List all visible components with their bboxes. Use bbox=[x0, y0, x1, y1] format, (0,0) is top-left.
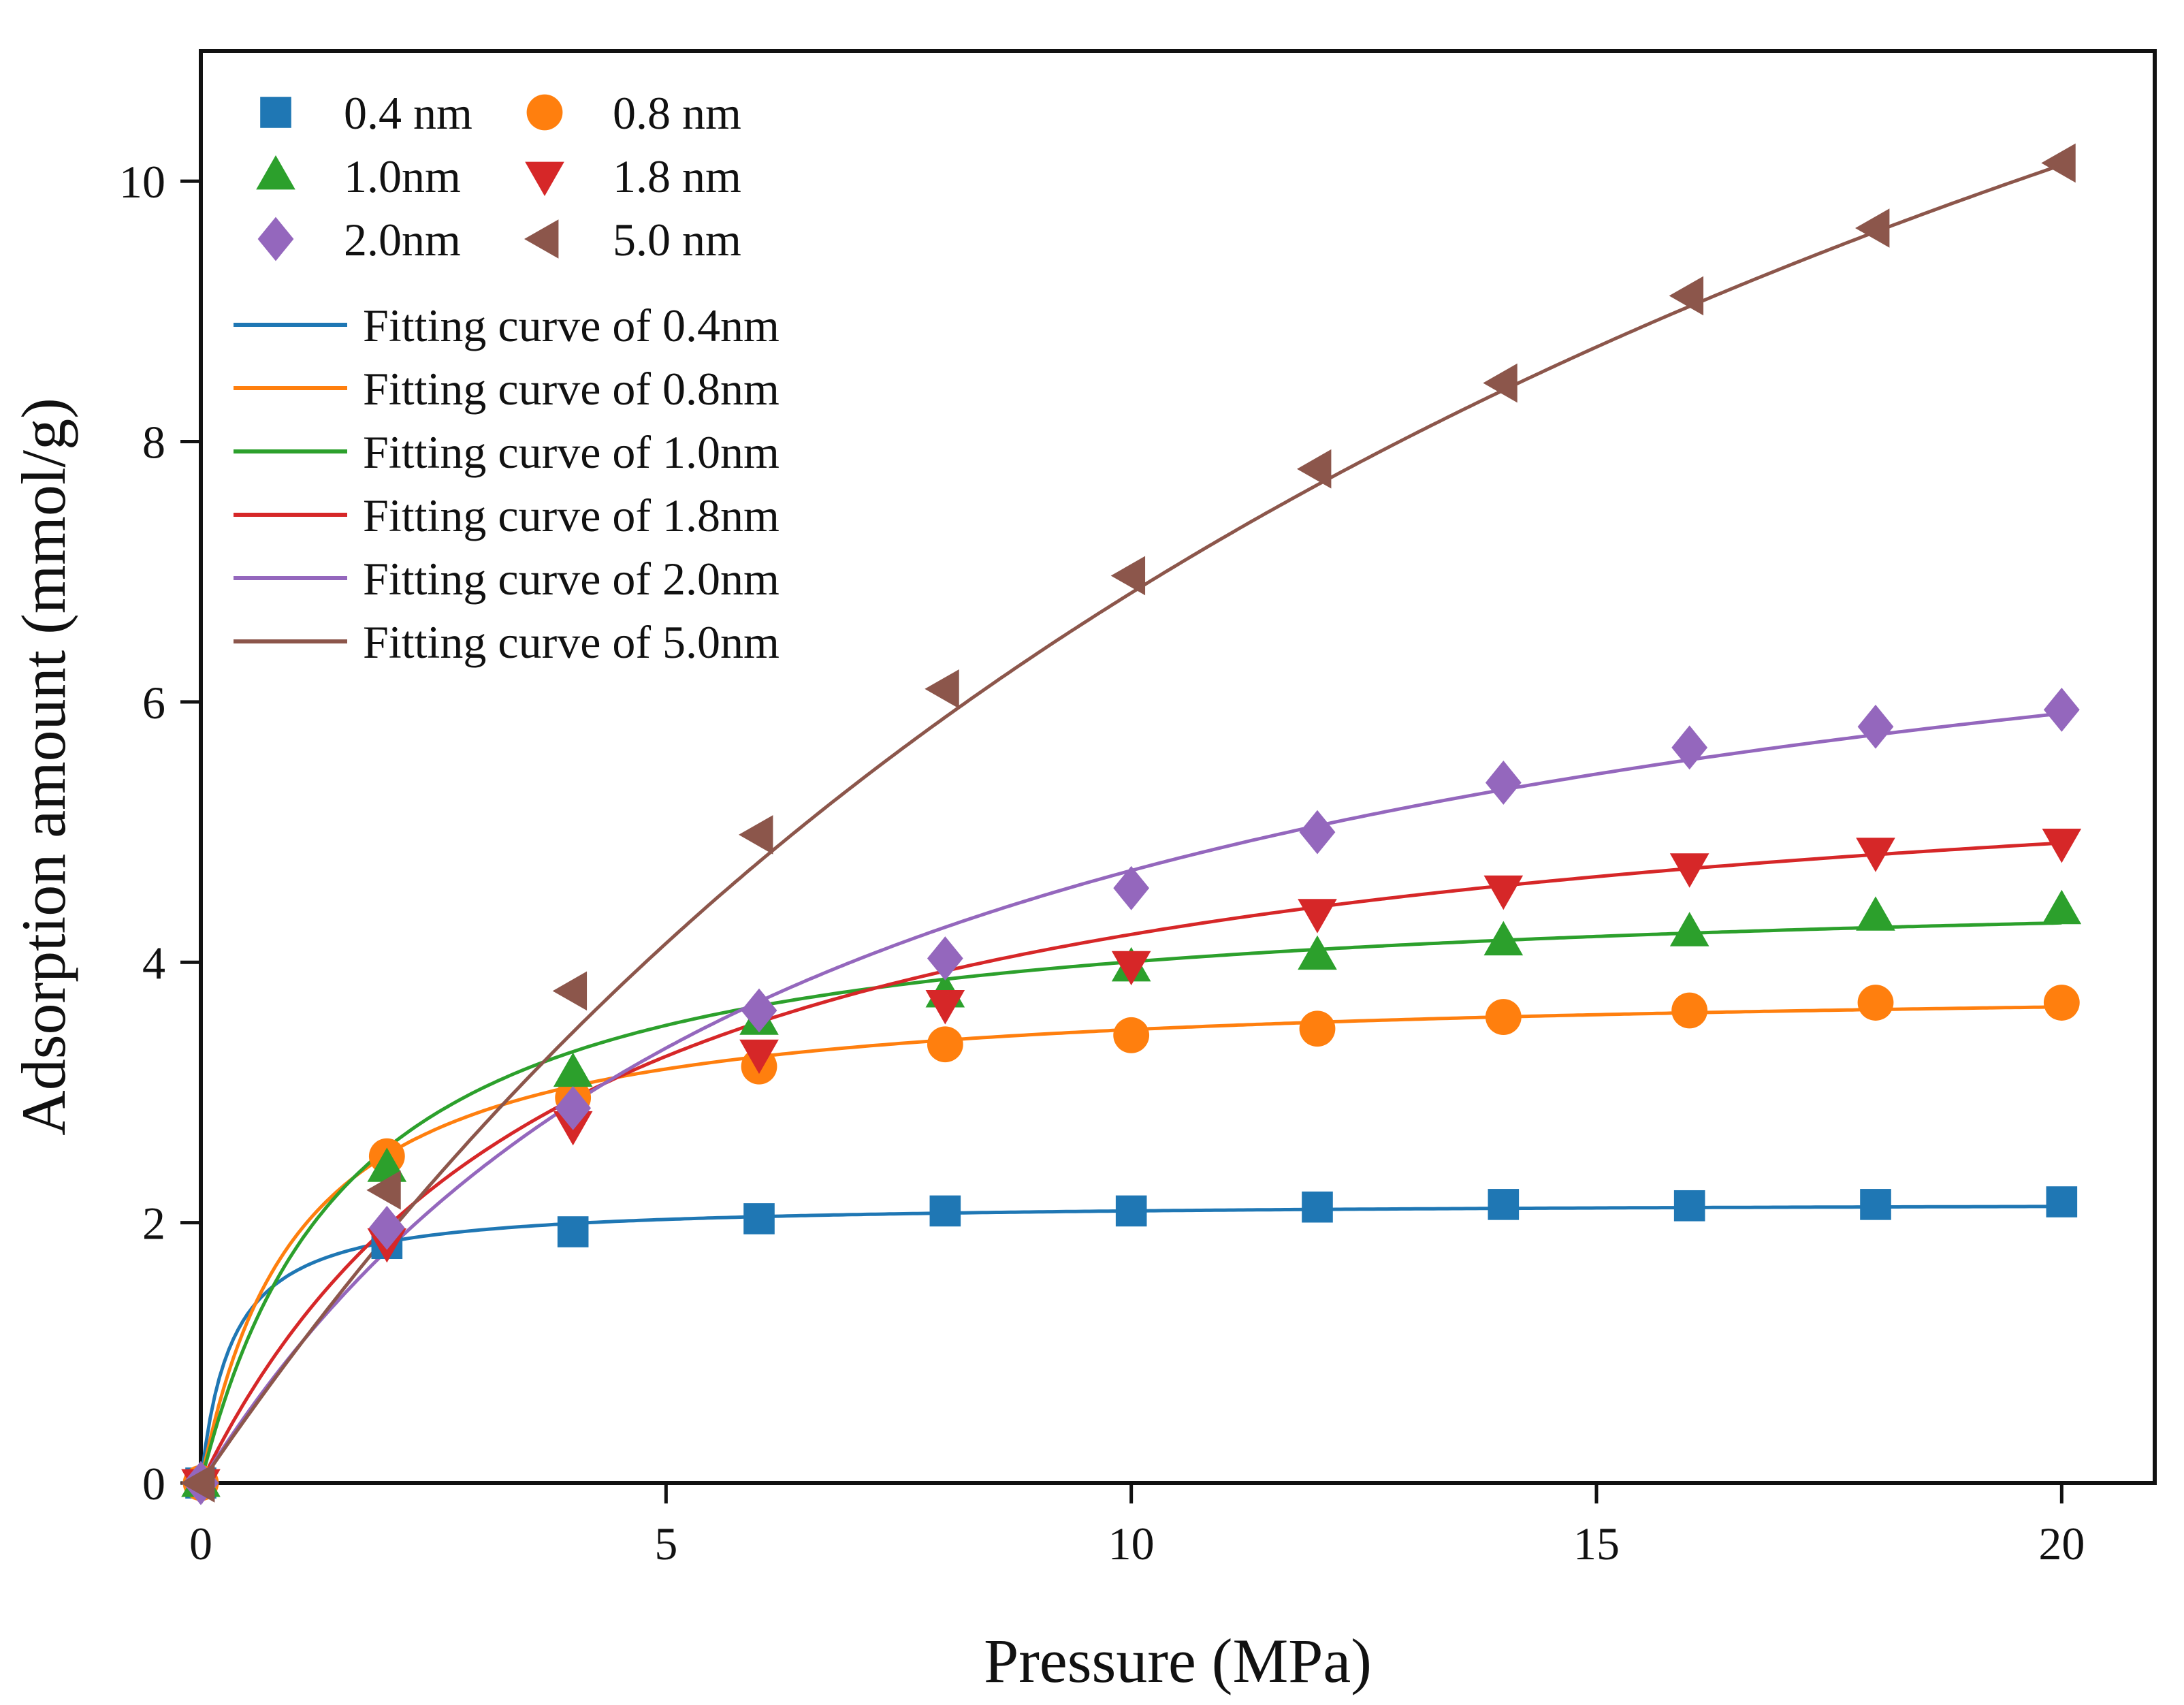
data-point-0.4nm bbox=[2046, 1186, 2078, 1217]
legend-fit-label: Fitting curve of 0.4nm bbox=[363, 300, 780, 351]
fit-curve-5.0nm bbox=[199, 163, 2063, 1484]
data-point-0.8nm bbox=[1671, 992, 1708, 1029]
data-point-0.8nm bbox=[1857, 985, 1894, 1021]
legend-marker-0.4nm bbox=[260, 97, 291, 128]
data-point-1.0nm bbox=[553, 1052, 593, 1087]
legend-label: 1.0nm bbox=[344, 150, 461, 202]
legend-label: 5.0 nm bbox=[613, 214, 741, 266]
data-point-1.8nm bbox=[1483, 875, 1524, 910]
data-point-2.0nm bbox=[927, 936, 963, 981]
data-point-0.4nm bbox=[1488, 1189, 1520, 1220]
x-tick-label: 10 bbox=[1108, 1518, 1155, 1569]
legend-fit-label: Fitting curve of 5.0nm bbox=[363, 616, 780, 668]
data-point-1.0nm bbox=[1298, 935, 1337, 970]
data-point-1.0nm bbox=[2042, 889, 2082, 925]
legend-marker-1.0nm bbox=[256, 155, 295, 190]
x-tick-label: 15 bbox=[1573, 1518, 1620, 1569]
y-axis-title: Adsorption amount (mmol/g) bbox=[9, 398, 78, 1135]
data-point-1.0nm bbox=[1483, 921, 1524, 956]
y-tick-label: 0 bbox=[142, 1458, 165, 1510]
legend-marker-1.8nm bbox=[525, 161, 564, 196]
data-point-5.0nm bbox=[180, 1463, 215, 1503]
data-point-2.0nm bbox=[1113, 865, 1150, 910]
data-point-2.0nm bbox=[1299, 810, 1336, 855]
data-point-1.8nm bbox=[925, 990, 965, 1025]
data-point-5.0nm bbox=[552, 971, 588, 1011]
data-point-0.8nm bbox=[1113, 1017, 1150, 1053]
data-point-5.0nm bbox=[739, 815, 773, 855]
data-point-2.0nm bbox=[1857, 704, 1894, 749]
legend-label: 0.8 nm bbox=[613, 87, 741, 139]
data-point-2.0nm bbox=[555, 1085, 592, 1130]
data-point-0.8nm bbox=[1299, 1010, 1336, 1047]
legend-marker-0.8nm bbox=[526, 94, 563, 131]
data-point-0.4nm bbox=[743, 1203, 775, 1234]
legend-fit-label: Fitting curve of 1.8nm bbox=[363, 490, 780, 541]
x-axis-title: Pressure (MPa) bbox=[984, 1626, 1372, 1695]
data-point-0.8nm bbox=[2043, 985, 2080, 1021]
x-tick-label: 20 bbox=[2038, 1518, 2085, 1569]
data-point-5.0nm bbox=[1297, 449, 1332, 489]
data-point-2.0nm bbox=[1671, 725, 1708, 770]
data-point-5.0nm bbox=[366, 1170, 401, 1210]
data-point-0.8nm bbox=[927, 1026, 963, 1063]
data-point-1.8nm bbox=[1669, 853, 1709, 888]
data-point-1.8nm bbox=[1298, 899, 1337, 934]
data-point-1.0nm bbox=[1856, 896, 1895, 931]
data-point-2.0nm bbox=[2043, 687, 2080, 732]
fit-curve-0.4nm bbox=[199, 1205, 2062, 1484]
fit-curve-1.8nm bbox=[199, 841, 2062, 1484]
y-tick-label: 10 bbox=[119, 156, 165, 208]
data-points bbox=[180, 143, 2082, 1505]
data-point-1.8nm bbox=[1111, 951, 1151, 986]
legend: 0.4 nm 0.8 nm 1.0nm 1.8 nm 2.0nm 5.0 nm Fittin… bbox=[234, 87, 780, 668]
legend-fit-label: Fitting curve of 0.8nm bbox=[363, 363, 780, 415]
legend-label: 1.8 nm bbox=[613, 150, 741, 202]
y-tick-label: 4 bbox=[142, 937, 165, 989]
x-tick-label: 0 bbox=[189, 1518, 212, 1569]
data-point-5.0nm bbox=[925, 669, 959, 709]
y-tick-label: 6 bbox=[142, 677, 165, 729]
y-tick-label: 2 bbox=[142, 1198, 165, 1249]
data-point-1.0nm bbox=[1669, 912, 1709, 946]
fit-curve-2.0nm bbox=[199, 712, 2062, 1484]
legend-label: 0.4 nm bbox=[344, 87, 472, 139]
data-point-5.0nm bbox=[1669, 276, 1704, 316]
data-point-1.8nm bbox=[739, 1039, 779, 1074]
legend-fit-label: Fitting curve of 2.0nm bbox=[363, 553, 780, 605]
legend-marker-5.0nm bbox=[524, 219, 559, 259]
data-point-1.8nm bbox=[2042, 828, 2082, 863]
data-point-2.0nm bbox=[368, 1205, 405, 1250]
data-point-0.4nm bbox=[557, 1216, 589, 1247]
legend-label: 2.0nm bbox=[344, 214, 461, 266]
data-point-2.0nm bbox=[741, 988, 777, 1033]
data-point-0.8nm bbox=[1485, 999, 1522, 1035]
data-point-0.4nm bbox=[1115, 1195, 1147, 1227]
legend-marker-2.0nm bbox=[257, 217, 294, 261]
plot-frame bbox=[199, 49, 2157, 1485]
data-point-5.0nm bbox=[1855, 208, 1890, 248]
data-point-1.8nm bbox=[1856, 838, 1895, 872]
x-tick-label: 5 bbox=[654, 1518, 677, 1569]
fit-curve-0.8nm bbox=[199, 1005, 2062, 1484]
data-point-0.4nm bbox=[1860, 1189, 1891, 1220]
data-point-0.4nm bbox=[929, 1195, 961, 1227]
data-point-0.4nm bbox=[1673, 1190, 1705, 1222]
y-tick-label: 8 bbox=[142, 417, 165, 468]
data-point-2.0nm bbox=[1485, 761, 1522, 805]
axis-ticks: 0 5 10 15 20 0 2 4 6 8 10 bbox=[119, 156, 2085, 1569]
data-point-0.4nm bbox=[1302, 1191, 1333, 1223]
data-point-5.0nm bbox=[1483, 363, 1517, 403]
legend-fit-label: Fitting curve of 1.0nm bbox=[363, 426, 780, 478]
data-point-5.0nm bbox=[2041, 143, 2076, 183]
data-point-5.0nm bbox=[1110, 556, 1146, 596]
